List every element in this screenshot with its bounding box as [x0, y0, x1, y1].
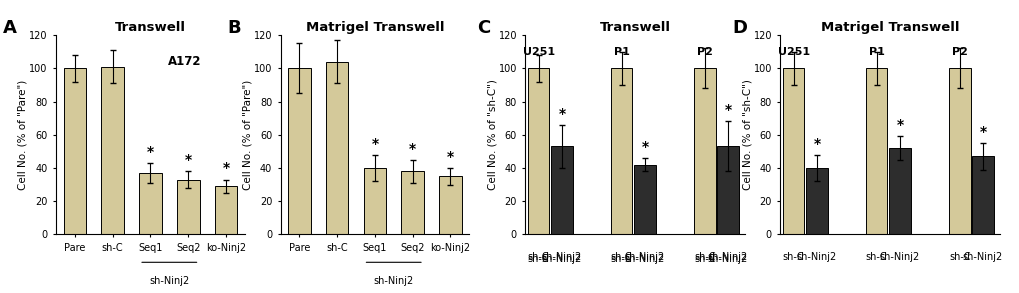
Text: *: * [222, 161, 229, 176]
Text: *: * [978, 125, 985, 139]
Text: *: * [812, 137, 819, 151]
Text: sh-Ninj2: sh-Ninj2 [707, 252, 747, 262]
Text: sh-Ninj2: sh-Ninj2 [796, 252, 837, 262]
Text: U251: U251 [776, 47, 809, 57]
Text: B: B [227, 19, 242, 37]
Text: sh-Ninj2: sh-Ninj2 [625, 252, 664, 262]
Bar [805, 168, 826, 234]
Bar [176, 180, 200, 234]
Text: sh-C: sh-C [865, 252, 887, 262]
Bar [139, 173, 162, 234]
Text: sh-C: sh-C [782, 252, 804, 262]
Bar [610, 68, 632, 234]
Y-axis label: Cell No. (% of "sh-C"): Cell No. (% of "sh-C") [487, 79, 496, 190]
Text: sh-C: sh-C [527, 254, 549, 264]
Title: Transwell: Transwell [599, 21, 669, 34]
Text: P2: P2 [696, 47, 712, 57]
Bar [693, 68, 714, 234]
Text: *: * [147, 145, 154, 159]
Y-axis label: Cell No. (% of "Pare"): Cell No. (% of "Pare") [18, 80, 28, 190]
Bar [634, 165, 655, 234]
Text: A: A [3, 19, 17, 37]
Text: sh-C: sh-C [948, 252, 970, 262]
Bar [716, 146, 738, 234]
Text: sh-C: sh-C [527, 252, 549, 262]
Text: *: * [184, 153, 192, 167]
Bar [948, 68, 969, 234]
Bar [550, 146, 572, 234]
Bar [325, 62, 348, 234]
Bar [214, 186, 237, 234]
Text: *: * [409, 142, 416, 156]
Text: C: C [477, 19, 490, 37]
Bar [400, 171, 424, 234]
Bar [527, 68, 549, 234]
Bar [782, 68, 804, 234]
Text: sh-Ninj2: sh-Ninj2 [541, 254, 582, 264]
Text: U251: U251 [522, 47, 554, 57]
Text: sh-Ninj2: sh-Ninj2 [707, 254, 747, 264]
Bar [865, 68, 887, 234]
Text: sh-Ninj2: sh-Ninj2 [373, 276, 414, 286]
Text: *: * [557, 107, 565, 121]
Text: sh-Ninj2: sh-Ninj2 [149, 276, 190, 286]
Bar [438, 176, 462, 234]
Text: sh-Ninj2: sh-Ninj2 [962, 252, 1002, 262]
Text: sh-C: sh-C [610, 254, 632, 264]
Text: *: * [446, 150, 453, 164]
Bar [287, 68, 311, 234]
Text: sh-C: sh-C [693, 254, 715, 264]
Text: A172: A172 [167, 54, 201, 68]
Title: Transwell: Transwell [115, 21, 185, 34]
Text: *: * [371, 137, 378, 151]
Text: P1: P1 [613, 47, 629, 57]
Text: P1: P1 [868, 47, 883, 57]
Text: sh-C: sh-C [693, 252, 715, 262]
Bar [63, 68, 87, 234]
Text: sh-C: sh-C [610, 252, 632, 262]
Bar [101, 67, 124, 234]
Bar [363, 168, 386, 234]
Text: P2: P2 [951, 47, 967, 57]
Text: *: * [723, 103, 731, 117]
Text: *: * [896, 118, 903, 132]
Y-axis label: Cell No. (% of "sh-C"): Cell No. (% of "sh-C") [742, 79, 751, 190]
Text: *: * [641, 140, 648, 154]
Text: sh-Ninj2: sh-Ninj2 [541, 252, 582, 262]
Title: Matrigel Transwell: Matrigel Transwell [820, 21, 958, 34]
Bar [971, 156, 993, 234]
Text: sh-Ninj2: sh-Ninj2 [879, 252, 919, 262]
Bar [889, 148, 910, 234]
Y-axis label: Cell No. (% of "Pare"): Cell No. (% of "Pare") [243, 80, 252, 190]
Text: D: D [732, 19, 746, 37]
Title: Matrigel Transwell: Matrigel Transwell [306, 21, 443, 34]
Text: sh-Ninj2: sh-Ninj2 [625, 254, 664, 264]
